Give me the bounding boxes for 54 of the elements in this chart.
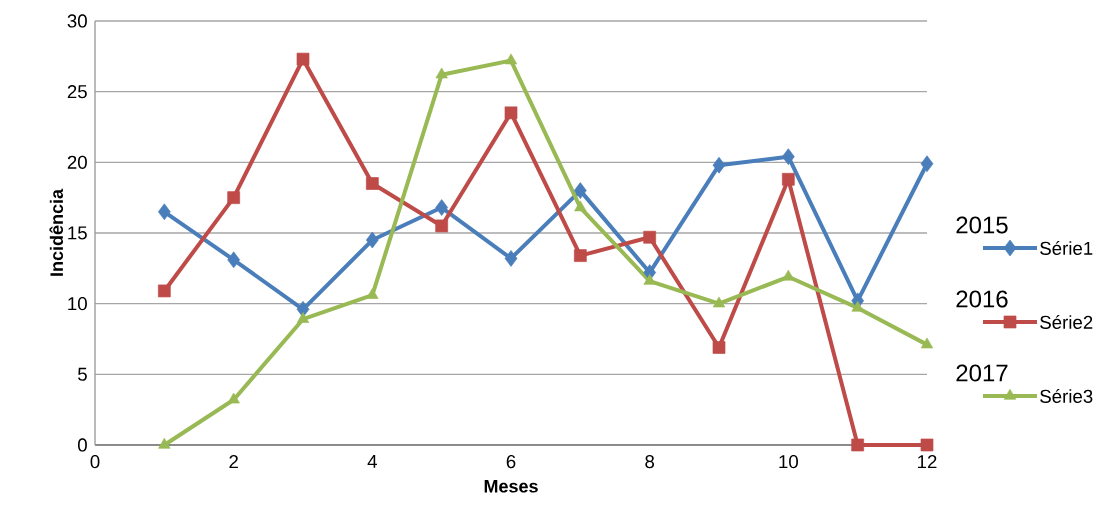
x-tick-label: 0 (90, 455, 100, 469)
point (574, 182, 587, 199)
y-tick-label: 20 (67, 155, 87, 169)
point (712, 341, 726, 354)
y-tick-label: 5 (78, 367, 87, 381)
point (712, 296, 726, 308)
text: 2017 (956, 364, 1008, 382)
point (435, 67, 448, 79)
y-tick-label: 0 (77, 438, 87, 452)
x-tick-label: 12 (918, 455, 937, 469)
x-tick-label: 4 (367, 455, 377, 468)
point (643, 274, 656, 285)
point (227, 392, 240, 404)
point (504, 53, 518, 65)
point (920, 337, 934, 349)
y-tick-label: 10 (68, 297, 87, 311)
point (435, 219, 449, 233)
point (366, 177, 379, 190)
legend-label: Série2 (1040, 315, 1093, 329)
point (435, 199, 449, 216)
point (504, 250, 518, 267)
x-tick-label: 8 (645, 455, 655, 469)
legend-label: Série3 (1040, 389, 1093, 403)
point (366, 231, 379, 249)
point (643, 230, 657, 244)
point (920, 438, 934, 452)
point (782, 148, 795, 166)
point (851, 438, 865, 452)
point (227, 191, 241, 204)
legend-label: Série1 (1040, 241, 1093, 255)
point (920, 155, 934, 173)
point (366, 288, 379, 299)
point (158, 437, 171, 449)
point (227, 251, 241, 269)
point (782, 172, 795, 186)
x-tick-label: 6 (506, 455, 516, 469)
text: 2015 (956, 216, 1008, 234)
point (712, 156, 726, 174)
point (296, 52, 310, 66)
point (158, 284, 171, 298)
y-tick-label: 25 (67, 85, 87, 99)
x-tick-label: 2 (229, 455, 238, 469)
x-tick-label: 10 (779, 455, 798, 469)
text: 2016 (956, 290, 1008, 308)
y-axis-title: Incidência (49, 188, 64, 276)
point (504, 106, 518, 120)
x-axis-title: Meses (484, 480, 538, 493)
point (296, 312, 310, 323)
point (574, 200, 587, 212)
point (158, 203, 171, 221)
point (574, 249, 587, 262)
point (851, 300, 864, 312)
y-tick-label: 30 (67, 14, 87, 28)
y-tick-label: 15 (68, 226, 87, 240)
